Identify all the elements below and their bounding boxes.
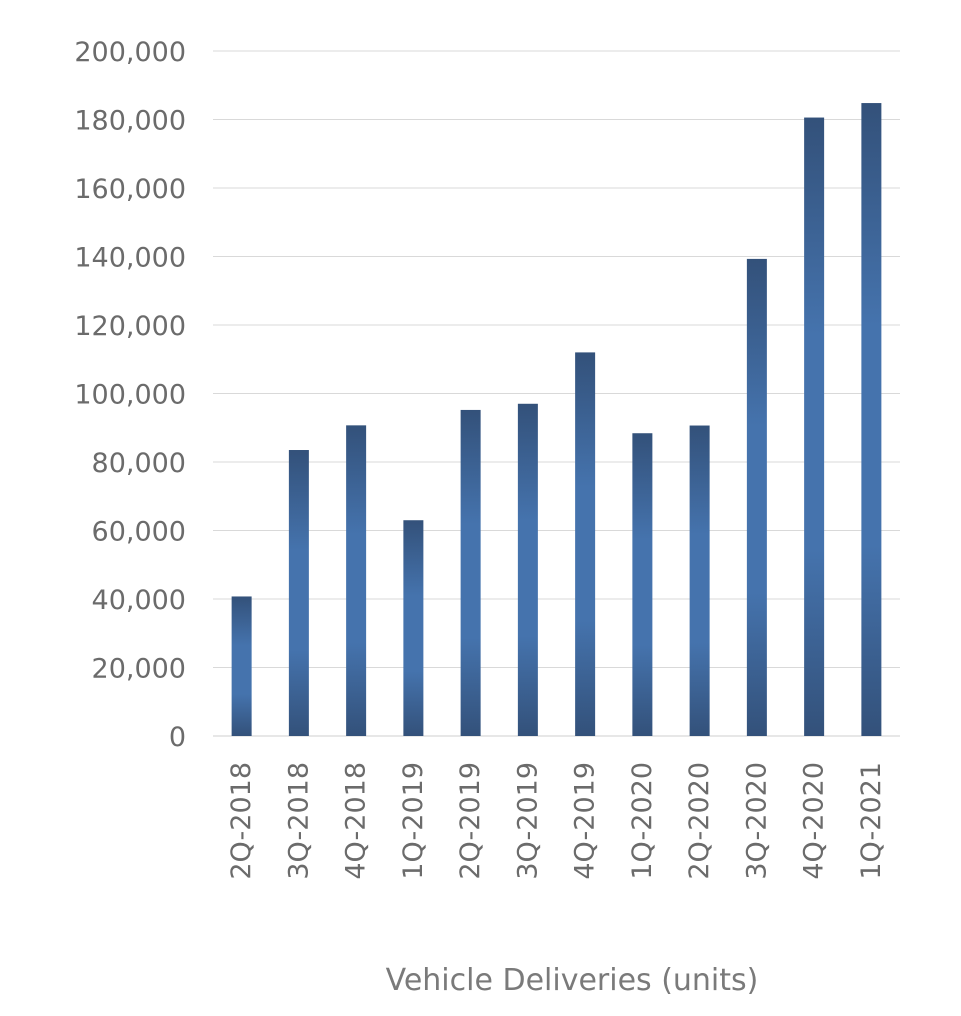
- bar-2Q-2019: [460, 409, 481, 736]
- gridlines: [213, 50, 900, 737]
- bar-3Q-2019: [517, 403, 538, 736]
- y-tick-label: 140,000: [74, 243, 186, 274]
- y-tick-label: 180,000: [74, 106, 186, 137]
- x-axis-title: Vehicle Deliveries (units): [386, 963, 759, 998]
- x-tick-label: 2Q-2018: [226, 762, 257, 880]
- y-tick-label: 200,000: [74, 37, 186, 68]
- bar-1Q-2020: [632, 433, 653, 736]
- bar-3Q-2020: [746, 258, 767, 736]
- y-tick-label: 160,000: [74, 174, 186, 205]
- x-tick-label: 3Q-2020: [741, 762, 772, 880]
- x-tick-label: 1Q-2019: [398, 762, 429, 880]
- bar-1Q-2021: [861, 103, 882, 736]
- x-tick-label: 4Q-2018: [341, 762, 372, 880]
- x-axis-tick-labels: 2Q-2018 3Q-2018 4Q-2018 1Q-2019 2Q-2019 3Q-20…: [226, 762, 887, 880]
- y-tick-label: 60,000: [92, 517, 186, 548]
- x-tick-label: 4Q-2019: [570, 762, 601, 880]
- y-tick-label: 20,000: [92, 654, 186, 685]
- bar-3Q-2018: [288, 450, 309, 736]
- x-tick-label: 2Q-2020: [684, 762, 715, 880]
- bar-2Q-2020: [689, 425, 710, 736]
- y-tick-label: 0: [169, 722, 186, 753]
- y-tick-label: 80,000: [92, 448, 186, 479]
- bar-4Q-2018: [346, 425, 367, 736]
- x-tick-label: 3Q-2019: [512, 762, 543, 880]
- bar-1Q-2019: [403, 520, 424, 736]
- y-tick-label: 120,000: [74, 311, 186, 342]
- bar-4Q-2020: [804, 117, 825, 737]
- bars: [231, 103, 882, 737]
- bar-2Q-2018: [231, 596, 252, 736]
- x-tick-label: 4Q-2020: [799, 762, 830, 880]
- y-tick-label: 40,000: [92, 585, 186, 616]
- x-tick-label: 2Q-2019: [455, 762, 486, 880]
- x-tick-label: 1Q-2020: [627, 762, 658, 880]
- x-tick-label: 1Q-2021: [856, 762, 887, 880]
- bar-4Q-2019: [575, 352, 596, 736]
- y-tick-label: 100,000: [74, 380, 186, 411]
- y-axis-tick-labels: 0 20,000 40,000 60,000 80,000 100,000 120,000 1…: [74, 37, 186, 753]
- x-tick-label: 3Q-2018: [283, 762, 314, 880]
